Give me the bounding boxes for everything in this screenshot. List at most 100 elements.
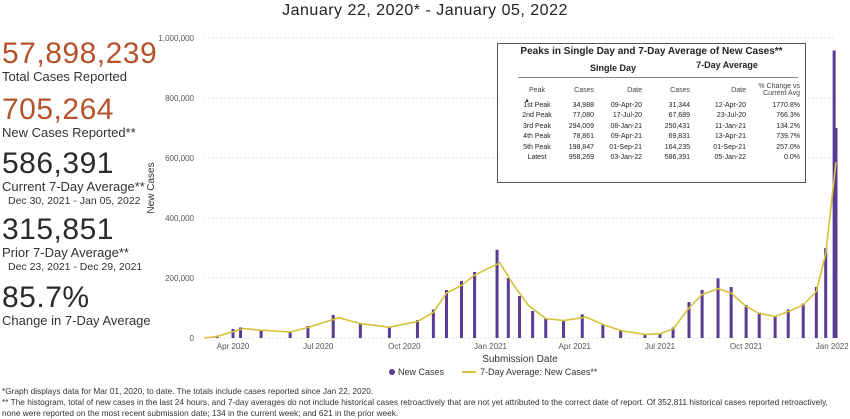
new-cases-bar	[473, 272, 477, 338]
new-cases-bar	[415, 320, 419, 338]
current-avg-block: 586,391 Current 7-Day Average** Dec 30, …	[2, 148, 145, 208]
avg-date: 11-Jan-21	[714, 122, 746, 130]
pct-change: 766.3%	[776, 112, 800, 120]
col-pct-change[interactable]: % Change vs Current Avg	[758, 83, 800, 97]
new-cases-bar	[619, 330, 623, 338]
new-cases-bar	[531, 311, 535, 338]
new-cases-label: New Cases Reported**	[2, 125, 136, 140]
prior-avg-value: 315,851	[2, 213, 114, 246]
chart-legend: New Cases 7-Day Average: New Cases**	[389, 367, 598, 377]
col-peak[interactable]: Peak	[529, 86, 545, 94]
current-avg-label: Current 7-Day Average**	[2, 179, 145, 194]
single-day-date: 03-Jan-22	[610, 154, 642, 162]
new-cases-bar	[331, 314, 335, 338]
peak-label: 3rd Peak	[522, 122, 552, 130]
x-tick-label: Jan 2022	[816, 342, 848, 351]
pct-change: 739.7%	[776, 133, 800, 141]
new-cases-bar	[601, 324, 605, 338]
avg-cases: 67,689	[668, 112, 690, 120]
x-tick-label: Jul 2020	[303, 342, 334, 351]
new-cases-bar	[832, 50, 836, 339]
new-cases-bar	[431, 309, 435, 338]
x-tick-label: Oct 2020	[388, 342, 421, 351]
peaks-divider	[518, 77, 798, 78]
single-day-cases: 78,861	[572, 133, 594, 141]
change-label: Change in 7-Day Average	[2, 313, 151, 328]
footnote: *Graph displays data for Mar 01, 2020, t…	[2, 386, 848, 419]
prior-avg-label: Prior 7-Day Average**	[2, 245, 129, 260]
col-avg-date[interactable]: Date	[731, 86, 746, 94]
new-cases-value: 705,264	[2, 93, 114, 126]
new-cases-bar	[700, 290, 704, 338]
new-cases-bar	[716, 278, 720, 338]
new-cases-bar	[387, 326, 391, 338]
avg-cases: 69,831	[668, 133, 690, 141]
seven-day-average-line	[203, 162, 837, 339]
single-day-date: 09-Apr-21	[610, 133, 642, 141]
new-cases-bar	[786, 309, 790, 338]
pct-change: 0.0%	[784, 154, 800, 162]
x-tick-label: Oct 2021	[730, 342, 763, 351]
new-cases-bar	[834, 128, 838, 338]
total-cases-block: 57,898,239 Total Cases Reported	[2, 38, 157, 84]
footnote-line-1: *Graph displays data for Mar 01, 2020, t…	[2, 386, 374, 396]
peaks-table-body: 1st Peak 34,988 09-Apr-20 31,344 12-Apr-20 17…	[518, 100, 802, 163]
avg-date: 12-Apr-20	[714, 101, 746, 109]
peaks-table-panel: Peaks in Single Day and 7-Day Average of…	[497, 43, 806, 183]
single-day-date: 01-Sep-21	[609, 143, 642, 151]
current-avg-value: 586,391	[2, 147, 114, 180]
new-cases-bar	[744, 305, 748, 338]
pct-change: 257.0%	[776, 143, 800, 151]
avg-cases: 250,431	[664, 122, 690, 130]
peak-label: 2nd Peak	[522, 112, 552, 120]
prior-avg-range: Dec 23, 2021 - Dec 29, 2021	[8, 261, 143, 273]
prior-avg-block: 315,851 Prior 7-Day Average** Dec 23, 20…	[2, 214, 142, 274]
x-axis-title: Submission Date	[482, 354, 558, 365]
avg-cases: 586,391	[664, 154, 690, 162]
new-cases-bar	[259, 329, 263, 338]
new-cases-bar	[580, 314, 584, 338]
change-value: 85.7%	[2, 281, 90, 314]
new-cases-block: 705,264 New Cases Reported**	[2, 94, 136, 140]
current-avg-range: Dec 30, 2021 - Jan 05, 2022	[8, 195, 141, 207]
new-cases-bar	[288, 331, 292, 338]
col-single-cases[interactable]: Cases	[574, 86, 594, 94]
peak-row: 1st Peak 34,988 09-Apr-20 31,344 12-Apr-20 17…	[518, 100, 802, 111]
peak-label: Latest	[527, 154, 547, 162]
x-tick-label: Jan 2021	[474, 342, 507, 351]
single-day-cases: 34,988	[572, 101, 594, 109]
single-day-cases: 198,847	[568, 143, 594, 151]
total-cases-value: 57,898,239	[2, 37, 158, 70]
pct-change: 1770.8%	[772, 101, 800, 109]
col-single-date[interactable]: Date	[627, 86, 642, 94]
new-cases-bar	[671, 327, 675, 338]
col-avg-cases[interactable]: Cases	[670, 86, 690, 94]
peak-label: 4th Peak	[523, 133, 551, 141]
x-tick-label: Apr 2020	[217, 342, 250, 351]
new-cases-bar	[544, 318, 548, 338]
single-day-cases: 958,269	[568, 154, 594, 162]
new-cases-bar	[562, 320, 566, 338]
legend-new-cases: New Cases	[398, 367, 445, 377]
peak-row: 3rd Peak 294,009 08-Jan-21 250,431 11-Jan-21…	[518, 121, 802, 132]
y-tick-label: 200,000	[165, 274, 194, 283]
new-cases-bar	[358, 323, 362, 338]
peak-label: 5th Peak	[523, 143, 551, 151]
new-cases-bar	[729, 287, 733, 338]
peaks-table: Peak Cases Date Cases Date % Change vs C…	[518, 80, 802, 163]
single-day-date: 09-Apr-20	[610, 101, 642, 109]
y-tick-label: 0	[190, 334, 195, 343]
new-cases-bar	[518, 296, 522, 338]
x-tick-label: Jul 2021	[645, 342, 676, 351]
single-day-heading: Single Day	[589, 63, 636, 73]
sort-arrow-icon[interactable]: ▲	[524, 98, 530, 104]
y-axis-title: New Cases	[146, 162, 157, 213]
y-tick-label: 800,000	[165, 94, 194, 103]
new-cases-bar	[231, 329, 235, 338]
peak-row: Latest 958,269 03-Jan-22 586,391 05-Jan-22 0.…	[518, 153, 802, 164]
legend-bar-swatch	[389, 369, 395, 375]
single-day-date: 08-Jan-21	[610, 122, 642, 130]
y-tick-label: 400,000	[165, 214, 194, 223]
footnote-line-2: ** The histogram, total of new cases in …	[2, 397, 828, 418]
date-range-title: January 22, 2020* - January 05, 2022	[282, 2, 568, 19]
